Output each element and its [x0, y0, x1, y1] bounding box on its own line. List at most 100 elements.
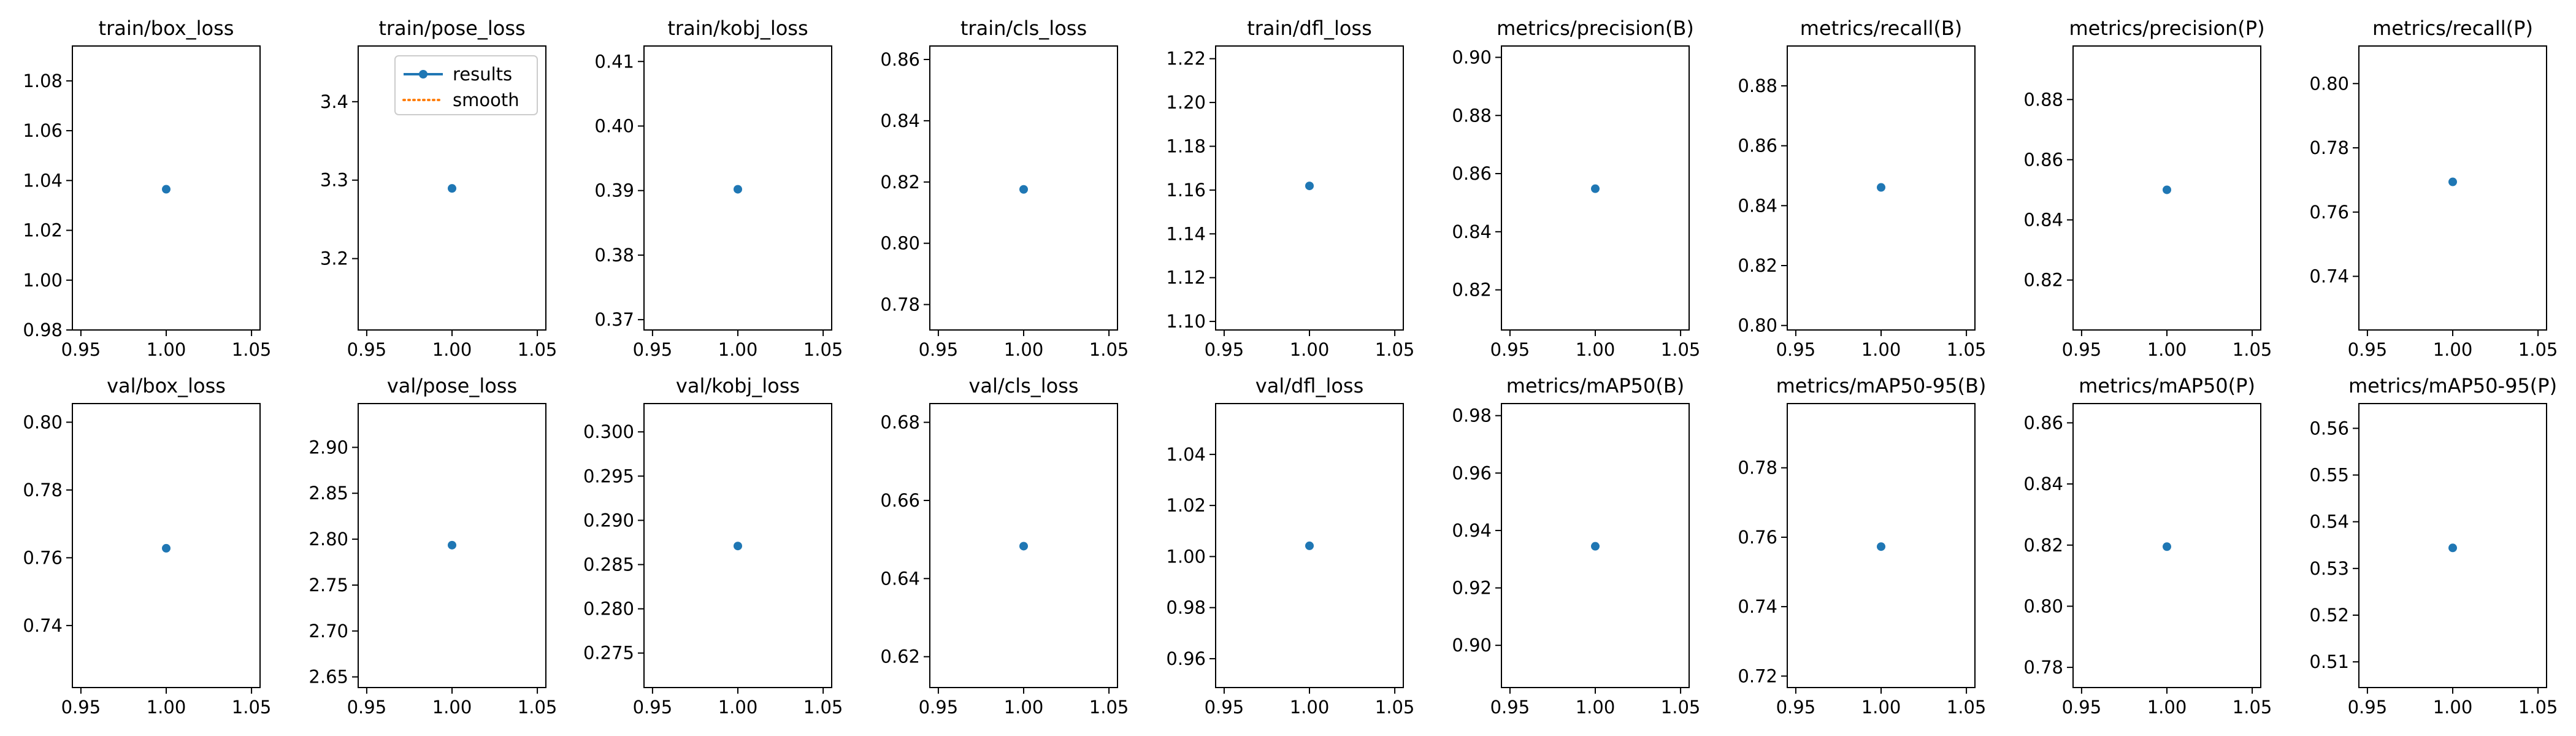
x-tick-label: 1.05	[1661, 697, 1701, 718]
x-tick-label: 1.00	[1004, 697, 1044, 718]
subplot-title: metrics/mAP50(B)	[1506, 374, 1685, 397]
subplot-metrics-map50-b: metrics/mAP50(B) 0.95 1.00 1.05 0.90 0.92 0.94…	[1452, 374, 1700, 718]
y-tick-label: 3.3	[320, 170, 348, 191]
y-tick-label: 1.04	[23, 170, 63, 191]
axes-frame	[1787, 403, 1976, 688]
x-tick-label: 0.95	[1776, 697, 1816, 718]
x-tick-label: 1.00	[2147, 339, 2187, 360]
y-tick-label: 1.04	[1166, 444, 1206, 465]
results-point	[2163, 185, 2171, 194]
subplot-val-box-loss: val/box_loss 0.95 1.00 1.05 0.74 0.76 0.78 0.80	[23, 374, 271, 718]
x-tick-label: 0.95	[347, 339, 387, 360]
axes-frame	[72, 403, 261, 688]
subplot-title: val/cls_loss	[968, 374, 1078, 397]
x-tick-label: 1.05	[518, 697, 558, 718]
x-tick-label: 0.95	[1776, 339, 1816, 360]
y-tick-label: 0.76	[2309, 202, 2349, 223]
y-tick-label: 0.285	[583, 554, 634, 575]
y-tick-label: 3.2	[320, 248, 348, 269]
y-tick-label: 1.00	[1166, 546, 1206, 567]
axes-frame	[358, 45, 546, 331]
subplot-metrics-recall-b: metrics/recall(B) 0.95 1.00 1.05 0.80 0.82 0.8…	[1738, 17, 1986, 360]
x-tick-label: 0.95	[633, 339, 673, 360]
x-tick-label: 1.05	[2518, 697, 2558, 718]
y-tick-label: 0.86	[2023, 149, 2063, 170]
y-tick-label: 0.55	[2309, 465, 2349, 486]
y-tick-label: 0.92	[1452, 578, 1492, 599]
y-tick-label: 0.52	[2309, 605, 2349, 626]
y-tick-label: 2.80	[309, 529, 348, 550]
y-tick-label: 0.90	[1452, 635, 1492, 656]
x-tick-label: 0.95	[919, 339, 959, 360]
y-tick-label: 2.90	[309, 437, 348, 458]
subplot-train-dfl-loss: train/dfl_loss 0.95 1.00 1.05 1.10 1.12 1.14 1.…	[1166, 17, 1414, 360]
x-tick-label: 1.05	[2233, 339, 2272, 360]
x-tick-label: 0.95	[1490, 697, 1530, 718]
x-tick-label: 0.95	[1205, 339, 1244, 360]
x-tick-label: 1.00	[1004, 339, 1044, 360]
y-tick-label: 1.18	[1166, 136, 1206, 156]
y-tick-label: 0.40	[594, 115, 634, 136]
x-tick-label: 1.05	[803, 697, 843, 718]
legend-results-label: results	[453, 64, 512, 85]
x-tick-label: 0.95	[347, 697, 387, 718]
axes-frame	[1215, 403, 1404, 688]
x-tick-label: 1.00	[1576, 339, 1616, 360]
y-tick-label: 0.68	[880, 412, 920, 433]
y-tick-label: 0.74	[23, 615, 63, 636]
y-tick-label: 0.82	[2023, 535, 2063, 556]
axes-frame	[643, 403, 832, 688]
y-tick-label: 0.78	[2023, 657, 2063, 678]
y-tick-label: 0.72	[1738, 665, 1777, 686]
axes-frame	[929, 403, 1118, 688]
y-tick-label: 0.38	[594, 245, 634, 266]
subplot-title: metrics/precision(B)	[1497, 17, 1694, 40]
axes-frame	[929, 45, 1118, 331]
y-tick-label: 0.80	[23, 412, 63, 432]
subplot-grid: train/box_loss 0.95 1.00 1.05 0.98 1.00 1.02 1.…	[23, 17, 2558, 718]
subplot-train-pose-loss: train/pose_loss 0.95 1.00 1.05 3.2 3.3 3.4	[320, 17, 558, 360]
subplot-title: val/pose_loss	[387, 374, 517, 397]
y-tick-label: 2.75	[309, 575, 348, 596]
subplot-title: metrics/precision(P)	[2069, 17, 2264, 40]
x-tick-label: 1.05	[232, 697, 272, 718]
x-tick-label: 1.00	[718, 339, 758, 360]
subplot-title: metrics/mAP50(P)	[2079, 374, 2255, 397]
y-tick-label: 0.94	[1452, 520, 1492, 541]
x-tick-label: 0.95	[633, 697, 673, 718]
results-point	[162, 543, 171, 553]
x-tick-label: 1.05	[2233, 697, 2272, 718]
results-point	[1305, 541, 1314, 550]
subplot-title: train/kobj_loss	[667, 17, 808, 40]
y-tick-label: 1.08	[23, 71, 63, 91]
results-point	[1877, 183, 1885, 192]
y-tick-label: 0.98	[1452, 405, 1492, 426]
x-tick-label: 0.95	[1205, 697, 1244, 718]
y-tick-label: 0.84	[2023, 473, 2063, 494]
axes-frame	[1787, 45, 1976, 331]
y-tick-label: 0.86	[2023, 412, 2063, 433]
y-tick-label: 0.88	[2023, 89, 2063, 110]
results-point	[1019, 542, 1028, 551]
axes-frame	[1501, 45, 1690, 331]
subplot-title: val/box_loss	[107, 374, 226, 397]
axes-frame	[2072, 403, 2261, 688]
subplot-title: train/dfl_loss	[1247, 17, 1372, 40]
x-tick-label: 1.00	[718, 697, 758, 718]
x-tick-label: 1.00	[432, 697, 472, 718]
results-point	[1591, 184, 1600, 193]
y-tick-label: 1.22	[1166, 48, 1206, 69]
subplot-title: train/cls_loss	[960, 17, 1087, 40]
x-tick-label: 1.00	[2433, 697, 2473, 718]
subplot-metrics-map50-95-b: metrics/mAP50-95(B) 0.95 1.00 1.05 0.72 0.74 0…	[1738, 374, 1986, 718]
axes-frame	[2358, 403, 2547, 688]
y-tick-label: 1.10	[1166, 311, 1206, 332]
y-tick-label: 0.64	[880, 568, 920, 589]
y-tick-label: 0.82	[2023, 270, 2063, 291]
subplot-metrics-precision-p: metrics/precision(P) 0.95 1.00 1.05 0.82 0.84…	[2023, 17, 2272, 360]
subplot-val-pose-loss: val/pose_loss 0.95 1.00 1.05 2.65 2.70 2.75 2.8…	[309, 374, 557, 718]
x-tick-label: 0.95	[2348, 339, 2388, 360]
x-tick-label: 1.05	[232, 339, 272, 360]
y-tick-label: 0.80	[2023, 596, 2063, 616]
